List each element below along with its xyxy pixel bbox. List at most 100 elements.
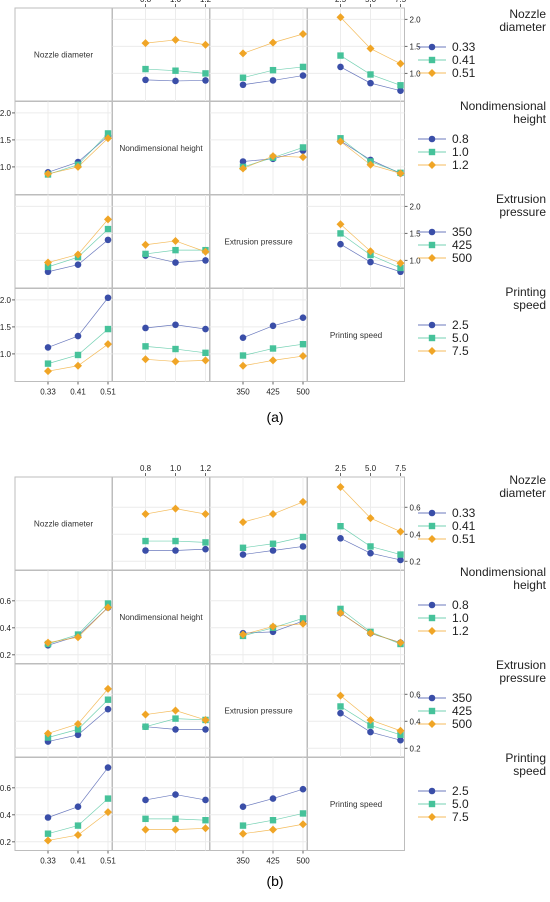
legend-marker [428, 43, 436, 51]
data-point [397, 736, 404, 744]
cell-frame [14, 288, 113, 382]
data-point [396, 726, 405, 735]
data-point [142, 250, 149, 258]
legend-entry-label: 1.2 [452, 624, 469, 638]
cell-data-r3-c0 [44, 294, 112, 376]
legend-entry-label: 2.5 [452, 784, 469, 798]
data-point [239, 81, 247, 89]
data-point [397, 87, 404, 94]
data-point [299, 314, 307, 322]
cell-r1-c2 [209, 570, 308, 664]
data-point [172, 815, 179, 823]
data-point [239, 822, 247, 829]
cell-data-r1-c3 [336, 605, 405, 648]
legend-marker [428, 228, 436, 236]
data-point [44, 830, 52, 837]
data-point [336, 691, 345, 700]
data-point [172, 77, 179, 85]
data-point [171, 357, 180, 366]
x-tick-label-top: 2.5 [335, 0, 347, 4]
data-point [202, 726, 209, 733]
y-tick-label-right: 2.0 [410, 15, 422, 24]
cell-frame [14, 476, 113, 571]
data-point [202, 257, 209, 264]
cell-r1-c1: Nondimensional height [112, 570, 210, 664]
x-tick-label-top: 7.5 [395, 0, 407, 4]
y-tick-label-right: 1.0 [410, 69, 422, 78]
legend-marker [428, 627, 436, 635]
data-point [269, 547, 277, 554]
data-point [171, 504, 180, 513]
legend-entry-label: 425 [452, 704, 472, 718]
y-tick-label-right: 0.2 [410, 744, 422, 753]
cell-frame [112, 101, 210, 195]
data-point [142, 343, 149, 350]
data-point [44, 367, 52, 376]
cell-data-r3-c1 [141, 791, 210, 834]
legend-marker [428, 135, 436, 143]
data-point [104, 340, 112, 349]
legend-title: speed [513, 298, 546, 312]
data-point [74, 361, 82, 370]
legend-entry-label: 500 [452, 251, 472, 265]
panel-label-b: (b) [266, 873, 283, 889]
data-point [269, 345, 277, 352]
data-point [397, 556, 404, 564]
data-point [172, 246, 179, 254]
legend-title: pressure [499, 205, 546, 219]
data-point [142, 65, 149, 73]
cell-frame [209, 663, 308, 758]
x-tick-label-bottom: 0.51 [100, 857, 116, 866]
cell-frame [307, 570, 405, 664]
cell-frame [307, 101, 405, 195]
legend-entry-label: 7.5 [452, 344, 469, 358]
x-tick-label-bottom: 500 [296, 857, 310, 866]
data-point [299, 144, 307, 151]
legend-marker [428, 522, 436, 530]
x-tick-label-top: 1.0 [170, 0, 182, 4]
legend-entry-label: 0.41 [452, 519, 476, 533]
cell-frame [14, 570, 113, 664]
data-point [44, 836, 52, 845]
data-point [299, 820, 307, 829]
y-tick-label-right: 2.0 [410, 202, 422, 211]
y-tick-label-right: 1.5 [410, 42, 422, 51]
cell-r0-c2 [209, 7, 308, 102]
data-point [299, 29, 307, 38]
data-point [299, 352, 307, 361]
data-point [367, 722, 374, 729]
data-point [269, 77, 277, 84]
data-point [104, 764, 112, 771]
data-point [201, 247, 210, 256]
legend-entry-label: 350 [452, 691, 472, 705]
data-point [239, 74, 247, 81]
data-point [171, 35, 180, 44]
data-point [74, 351, 82, 359]
legend-title: Extrusion [496, 192, 546, 206]
data-point [171, 236, 180, 245]
legend-entry-label: 0.8 [452, 598, 469, 612]
legend-title: pressure [499, 671, 546, 685]
data-point [142, 796, 149, 804]
cell-frame [209, 194, 308, 289]
x-tick-label-top: 0.8 [140, 0, 152, 4]
data-point [172, 715, 179, 722]
cell-frame [307, 757, 405, 851]
data-point [202, 349, 209, 357]
cell-frame [209, 288, 308, 382]
legend-title: Nondimensional [460, 99, 546, 113]
data-point [44, 734, 52, 741]
data-point [172, 726, 179, 733]
data-point [397, 551, 404, 558]
cell-data-r3-c1 [141, 321, 210, 366]
y-tick-label-right: 0.6 [410, 690, 422, 699]
data-point [141, 710, 150, 719]
legend-entry-label: 350 [452, 225, 472, 239]
legend-entry-label: 1.0 [452, 145, 469, 159]
data-point [172, 547, 179, 554]
cell-r0-c1 [112, 476, 210, 571]
data-point [239, 630, 247, 639]
y-tick-label-left: 1.0 [0, 350, 12, 359]
